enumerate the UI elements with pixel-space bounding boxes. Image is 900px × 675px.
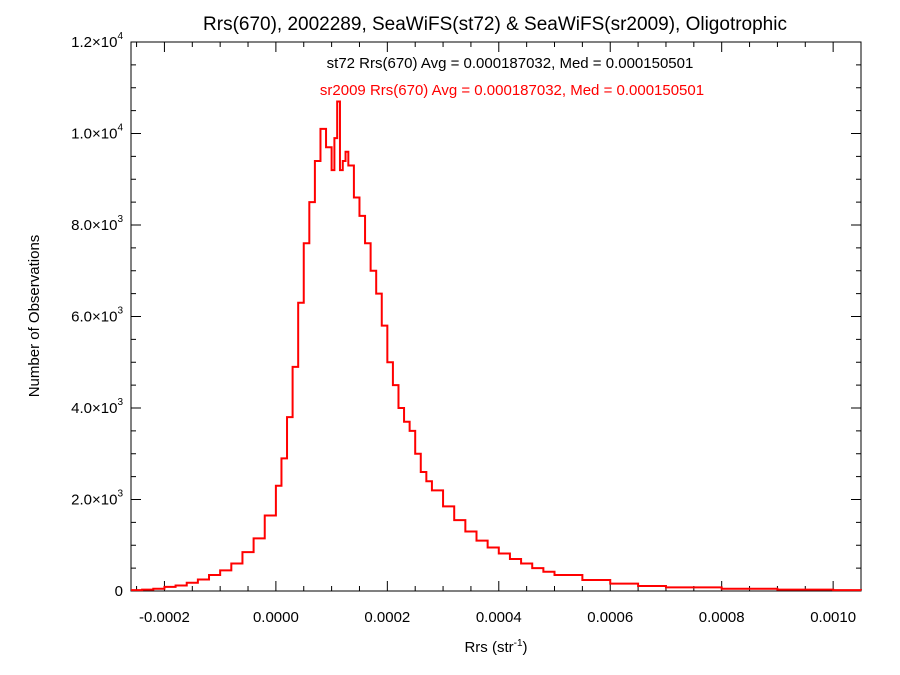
- plot-border: [130, 41, 862, 592]
- y-tick-label: 6.0×103: [71, 306, 123, 326]
- x-tick-label: 0.0000: [253, 609, 299, 626]
- y-tick-label: 2.0×103: [71, 489, 123, 509]
- y-tick-label: 0: [115, 583, 123, 600]
- x-tick-label: 0.0002: [364, 609, 410, 626]
- y-tick-label: 4.0×103: [71, 397, 123, 417]
- x-axis: -0.0002 0.0000 0.0002 0.0004 0.0006 0.0008 0.0…: [136, 42, 862, 626]
- annotation-sr2009: sr2009 Rrs(670) Avg = 0.000187032, Med =…: [320, 82, 704, 99]
- x-tick-label: 0.0008: [699, 609, 745, 626]
- y-axis: 0 2.0×103 4.0×103 6.0×103 8.0×103 1.0×104 1.2×…: [71, 31, 861, 600]
- chart-title: Rrs(670), 2002289, SeaWiFS(st72) & SeaWi…: [203, 14, 787, 35]
- annotation-st72: st72 Rrs(670) Avg = 0.000187032, Med = 0…: [327, 55, 694, 72]
- x-tick-label: 0.0004: [476, 609, 522, 626]
- x-axis-label: Rrs (str-1): [464, 638, 527, 656]
- x-tick-label: 0.0006: [587, 609, 633, 626]
- plot-frame: [130, 41, 862, 592]
- y-tick-label: 8.0×103: [71, 214, 123, 234]
- y-tick-label: 1.2×104: [71, 31, 123, 51]
- x-tick-label: 0.0010: [810, 609, 856, 626]
- y-axis-label: Number of Observations: [26, 235, 43, 398]
- histogram-series-0: [131, 100, 862, 592]
- series-layer: [131, 100, 862, 592]
- y-tick-label: 1.0×104: [71, 123, 123, 143]
- x-tick-label: -0.0002: [139, 609, 190, 626]
